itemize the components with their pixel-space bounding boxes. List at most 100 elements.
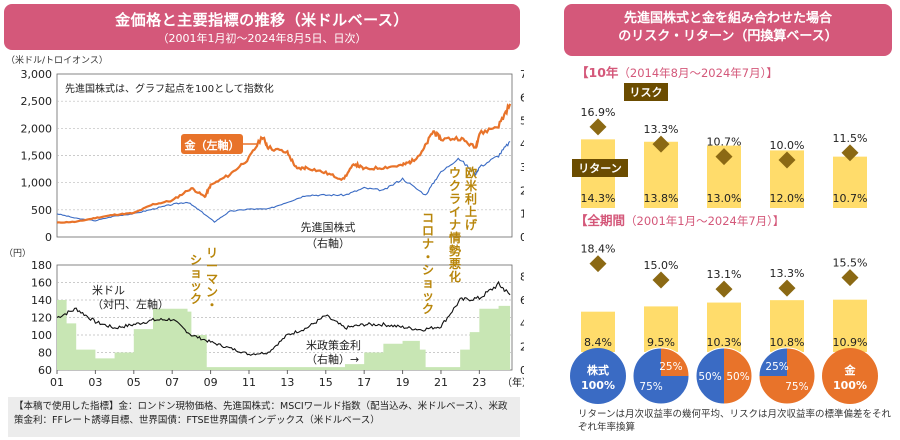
x-axis-tick: 09 [204, 376, 218, 389]
left-chart: （米ドル/トロイオンス）05001,0001,5002,0002,5003,00… [4, 54, 524, 389]
left-axis-tick: 0 [45, 231, 52, 244]
svg-text:ナ: ナ [449, 218, 461, 232]
x-axis-tick: 23 [472, 376, 486, 389]
note-in-chart: 先進国株式は、グラフ起点を100として指数化 [65, 82, 274, 95]
x-axis-tick: 03 [88, 376, 102, 389]
left-axis-tick: 1,500 [21, 150, 53, 163]
svg-text:ク: ク [449, 179, 461, 193]
risk-tag: リスク [630, 86, 663, 99]
risk-value: 13.3% [644, 123, 679, 136]
right-title-line1: 先進国株式と金を組み合わせた場合 [623, 11, 832, 26]
pie-label-bottom: 100% [581, 379, 615, 392]
bottom-left-tick: 80 [38, 347, 52, 360]
gold-label-box [181, 134, 243, 154]
pie-outline [695, 347, 753, 405]
pie-equity-pct: 75% [639, 381, 662, 393]
svg-text:ー: ー [206, 259, 218, 273]
bottom-left-unit: （円） [4, 248, 31, 259]
series-gold-line [56, 103, 512, 224]
period-all-label: 【全期間（2001年1月～2024年7月）】 [575, 213, 785, 228]
return-value: 12.0% [770, 192, 805, 205]
risk-value: 15.5% [833, 257, 868, 270]
right-axis-tick: 700 [520, 68, 524, 81]
svg-text:・: ・ [206, 298, 218, 312]
bottom-right-unit: （%） [518, 276, 524, 288]
right-axis-tick: 200 [520, 184, 524, 197]
right-axis-tick: 600 [520, 91, 524, 104]
x-axis-tick: 01 [50, 376, 64, 389]
risk-marker [652, 271, 670, 289]
pie-equity-pct: 25% [765, 361, 788, 373]
svg-text:ク: ク [422, 302, 434, 316]
pie-gold-pct: 25% [659, 361, 682, 373]
x-axis-unit: （年） [502, 376, 524, 389]
risk-value: 10.0% [770, 139, 805, 152]
risk-value: 13.3% [770, 267, 805, 280]
left-axis-tick: 2,000 [21, 122, 53, 135]
right-title-line2: のリスク・リターン（円換算ベース） [618, 29, 838, 44]
pie-label-bottom: 100% [833, 379, 867, 392]
return-value: 13.8% [644, 192, 679, 205]
pie-gold-slice [724, 348, 752, 404]
return-tag-box [572, 159, 628, 177]
return-bar [581, 311, 615, 352]
svg-text:上: 上 [465, 204, 477, 219]
return-value: 14.3% [581, 192, 616, 205]
risk-marker [589, 255, 607, 273]
series-equity-line [56, 141, 511, 223]
left-title-box: 金価格と主要指標の推移（米ドルベース） （2001年1月初～2024年8月5日、… [4, 4, 520, 50]
usd-axis-label: （対円、左軸） [92, 297, 169, 311]
return-bar [644, 141, 678, 208]
svg-text:利: 利 [465, 191, 477, 206]
risk-value: 18.4% [581, 243, 616, 256]
svg-text:マ: マ [206, 272, 218, 286]
usd-label: 米ドル [92, 284, 125, 297]
svg-text:ナ: ナ [422, 237, 434, 251]
right-axis-tick: 0 [520, 231, 524, 244]
pie-gold-100 [822, 348, 878, 404]
return-value: 10.8% [770, 336, 805, 349]
svg-text:ク: ク [190, 292, 202, 306]
svg-text:ョ: ョ [190, 266, 202, 280]
x-axis-tick: 13 [280, 376, 294, 389]
svg-text:ン: ン [206, 285, 218, 299]
bottom-left-tick: 140 [31, 294, 52, 307]
left-title: 金価格と主要指標の推移（米ドルベース） [115, 11, 409, 29]
return-value: 10.3% [707, 336, 742, 349]
pie-outline [758, 347, 816, 405]
bottom-right-tick: 4 [520, 317, 524, 330]
pie-gold-pct: 75% [785, 381, 808, 393]
risk-tag-box [624, 83, 668, 101]
svg-text:・: ・ [422, 250, 434, 264]
svg-text:ロ: ロ [422, 224, 434, 238]
period-10y-label: 【10年（2014年8月～2024年7月）】 [576, 65, 778, 80]
svg-text:情: 情 [449, 230, 461, 245]
right-axis-tick: 500 [520, 115, 524, 128]
bottom-right-tick: 8 [520, 271, 524, 284]
svg-text:リ: リ [206, 246, 218, 260]
bottom-right-tick: 2 [520, 341, 524, 354]
return-bar [707, 302, 741, 352]
bottom-left-tick: 180 [31, 259, 52, 272]
rate-label: 米政策金利 [306, 338, 361, 352]
x-axis-tick: 19 [396, 376, 410, 389]
risk-value: 10.7% [707, 136, 742, 149]
right-title-box: 先進国株式と金を組み合わせた場合 のリスク・リターン（円換算ベース） [564, 4, 892, 56]
risk-marker [589, 118, 607, 136]
risk-marker [841, 269, 859, 287]
bottom-left-tick: 120 [31, 312, 52, 325]
bottom-right-tick: 6 [520, 294, 524, 307]
return-value: 10.9% [833, 336, 868, 349]
bottom-right-tick: 0 [520, 364, 524, 377]
pie-outline [632, 347, 690, 405]
x-axis-tick: 11 [242, 376, 256, 389]
risk-marker [778, 279, 796, 297]
left-axis-tick: 3,000 [21, 68, 53, 81]
svg-text:米: 米 [465, 178, 478, 193]
gold-label: 金（左軸） [184, 138, 240, 152]
pie-label-top: 株式 [587, 363, 609, 377]
left-axis-tick: 2,500 [21, 95, 53, 108]
return-value: 9.5% [647, 336, 675, 349]
risk-marker [715, 280, 733, 298]
